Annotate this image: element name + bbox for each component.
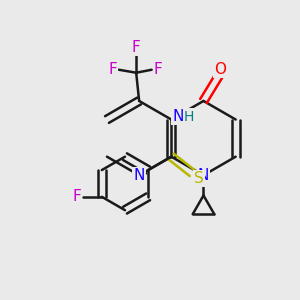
Text: F: F <box>73 189 81 204</box>
Text: F: F <box>108 62 117 77</box>
Text: O: O <box>214 62 226 77</box>
Text: H: H <box>184 110 194 124</box>
Text: N: N <box>134 168 145 183</box>
Text: N: N <box>198 168 209 183</box>
Text: N: N <box>172 109 184 124</box>
Text: F: F <box>132 40 141 55</box>
Text: F: F <box>154 62 163 77</box>
Text: S: S <box>194 171 203 186</box>
